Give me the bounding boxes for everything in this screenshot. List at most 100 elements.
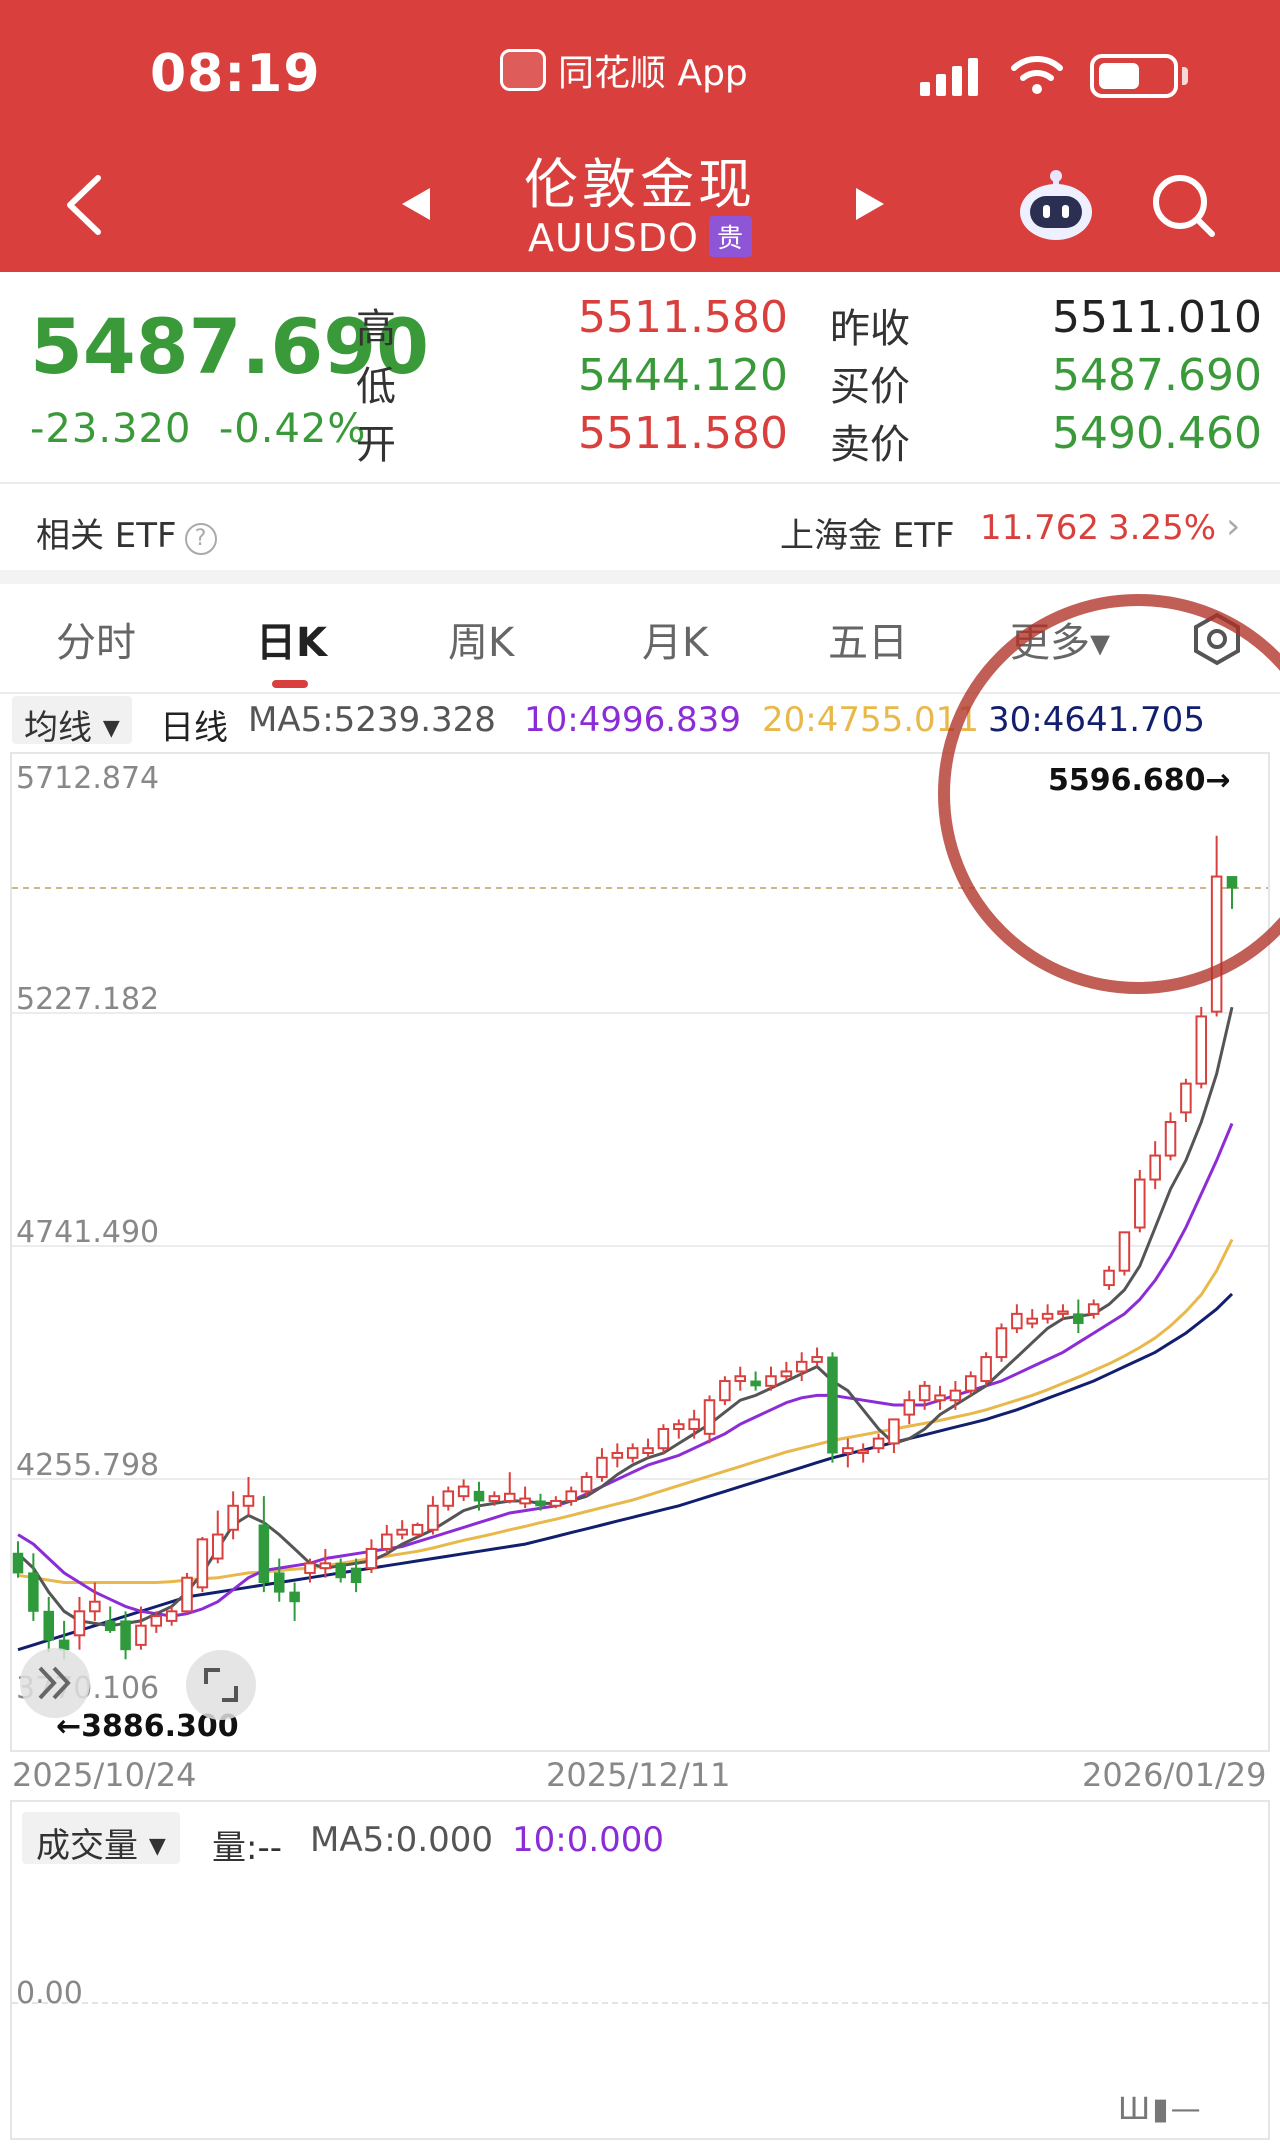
candle-body-up (1195, 1015, 1208, 1085)
ma20-value: 20:4755.011 (762, 700, 979, 740)
candle-body-up (842, 1447, 854, 1454)
candle-body-up (1041, 1312, 1054, 1320)
candle-body-up (811, 1356, 823, 1363)
candle-body-up (1134, 1178, 1146, 1229)
candle-body-up (319, 1562, 332, 1570)
volume-panel (10, 1800, 1270, 2140)
candle-body-up (949, 1389, 962, 1402)
open-value: 5511.580 (578, 408, 788, 459)
candle-body-up (488, 1495, 501, 1502)
candle-body-up (381, 1533, 393, 1550)
candle-body-up (565, 1490, 577, 1502)
ask-value: 5490.460 (1052, 408, 1262, 459)
tab-weekly-k[interactable]: 周K (448, 620, 515, 666)
candle-body-up (1087, 1303, 1100, 1315)
candle-body-down (535, 1500, 546, 1507)
battery-icon (1090, 54, 1178, 98)
signal-icon (920, 56, 978, 96)
candle-body-up (196, 1538, 209, 1589)
search-icon[interactable] (1150, 172, 1220, 242)
battery-tip (1182, 67, 1188, 85)
quote-panel: 5487.690 -23.320 -0.42% 高 低 开 5511.580 5… (0, 272, 1280, 482)
candle-body-up (1118, 1231, 1131, 1272)
change-value: -23.320 (30, 406, 192, 452)
candle-body-up (780, 1370, 793, 1378)
candle-body-up (857, 1449, 869, 1454)
prev-close-value: 5511.010 (1052, 292, 1262, 343)
candle-body-up (642, 1447, 654, 1454)
ma-period: 日线 (160, 708, 228, 748)
volume-axis-label: 0.00 (16, 1976, 83, 2011)
y-tick-label: 5712.874 (16, 761, 159, 796)
instrument-title: 伦敦金现 (524, 153, 756, 216)
etf-price: 11.762 (980, 508, 1099, 548)
tab-intraday[interactable]: 分时 (56, 620, 136, 666)
candle-body-down (827, 1356, 838, 1454)
fullscreen-button[interactable] (186, 1650, 256, 1720)
related-etf-row[interactable]: 相关 ETF? 上海金 ETF 11.762 3.25% › (0, 490, 1280, 570)
candle-body-up (1164, 1120, 1177, 1157)
bid-value: 5487.690 (1052, 350, 1262, 401)
double-chevron-right-icon (38, 1666, 71, 1700)
expand-panel-button[interactable] (20, 1648, 90, 1718)
candle-body-down (350, 1567, 362, 1584)
tab-five-day[interactable]: 五日 (828, 620, 908, 666)
candle-body-down (12, 1552, 24, 1574)
ma-selector[interactable]: 均线 ▼ (12, 696, 132, 748)
candle-body-down (289, 1591, 300, 1603)
volume-selector-label: 成交量 (36, 1826, 138, 1866)
tab-monthly-k[interactable]: 月K (642, 620, 709, 666)
assistant-robot-icon[interactable] (1016, 166, 1096, 246)
ma10-value: 10:4996.839 (524, 700, 741, 740)
related-etf-label: 相关 ETF? (36, 508, 217, 557)
fullscreen-icon (204, 1668, 238, 1702)
candle-body-down (335, 1562, 346, 1579)
status-time: 08:19 (150, 44, 321, 104)
status-app-name: 同花顺 App (558, 53, 748, 94)
kline-chart[interactable]: 5712.8745227.1824741.4904255.7983770.106… (10, 752, 1270, 1752)
kline-svg: 5712.8745227.1824741.4904255.7983770.106… (12, 761, 1268, 1744)
candle-body-up (503, 1492, 516, 1502)
watermark-logo: Ш▮— (1118, 2092, 1203, 2127)
ma-selector-label: 均线 (24, 708, 92, 748)
candle-body-down (258, 1524, 270, 1584)
open-label: 开 (356, 422, 396, 468)
next-instrument-icon[interactable] (850, 184, 890, 224)
candle-body-up (903, 1399, 916, 1416)
tabs-divider (0, 692, 1280, 694)
candle-body-down (120, 1620, 131, 1651)
ask-label: 卖价 (830, 422, 910, 468)
candle-body-up (227, 1504, 239, 1531)
candle-body-up (1149, 1154, 1161, 1181)
candle-body-up (1180, 1082, 1192, 1114)
candle-body-up (657, 1428, 670, 1450)
candle-body-down (750, 1380, 761, 1387)
ma10-line (17, 1122, 1234, 1618)
volume-indicator-selector[interactable]: 成交量 ▼ (22, 1812, 180, 1866)
tab-daily-k[interactable]: 日K (256, 620, 327, 666)
candle-body-up (181, 1576, 193, 1613)
etf-name: 上海金 ETF (780, 516, 955, 556)
candle-body-up (89, 1600, 101, 1613)
high-label: 高 (356, 306, 396, 352)
back-icon[interactable] (56, 170, 116, 240)
help-icon[interactable]: ? (184, 523, 217, 555)
candle-body-down (43, 1610, 54, 1641)
etf-change-percent: 3.25% (1108, 508, 1217, 548)
section-gap (0, 570, 1280, 584)
chevron-right-icon[interactable]: › (1226, 506, 1241, 547)
prev-instrument-icon[interactable] (396, 184, 436, 224)
active-tab-indicator (272, 680, 308, 688)
candle-body-up (150, 1615, 163, 1627)
candle-body-up (457, 1485, 470, 1498)
candle-body-up (611, 1451, 624, 1459)
related-etf-text: 相关 ETF (36, 516, 177, 556)
candle-body-down (473, 1490, 485, 1502)
candle-body-down (104, 1620, 116, 1631)
bid-label: 买价 (830, 364, 910, 410)
candle-body-up (995, 1327, 1008, 1359)
candle-body-up (1011, 1312, 1023, 1330)
candle-body-down (28, 1572, 39, 1612)
status-app-indicator: 同花顺 App (500, 44, 748, 96)
candle-body-up (918, 1384, 931, 1402)
